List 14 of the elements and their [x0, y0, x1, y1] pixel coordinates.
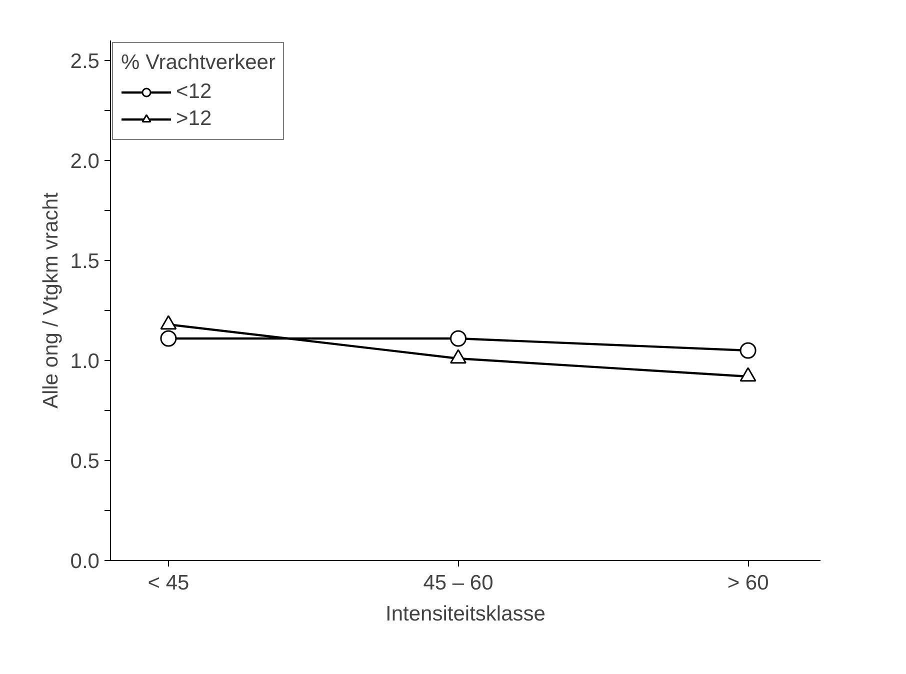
y-tick-label: 1.0 [70, 350, 100, 373]
legend-title: % Vrachtverkeer [121, 51, 276, 75]
y-tick-label: 1.5 [70, 250, 100, 273]
legend-label: <12 [176, 80, 212, 104]
x-tick-label: > 60 [727, 572, 769, 594]
y-tick-label: 2.5 [70, 50, 100, 73]
x-tick-label: 45 – 60 [423, 572, 494, 594]
y-axis-title: Alle ong / Vtgkm vracht [39, 192, 62, 408]
y-tick-label: 2.0 [70, 150, 100, 173]
y-tick-label: 0.0 [70, 550, 100, 573]
x-tick-label: < 45 [148, 572, 190, 594]
y-tick-label: 0.5 [70, 450, 100, 473]
legend-label: >12 [176, 107, 212, 131]
x-axis-title: Intensiteitsklasse [386, 602, 546, 626]
